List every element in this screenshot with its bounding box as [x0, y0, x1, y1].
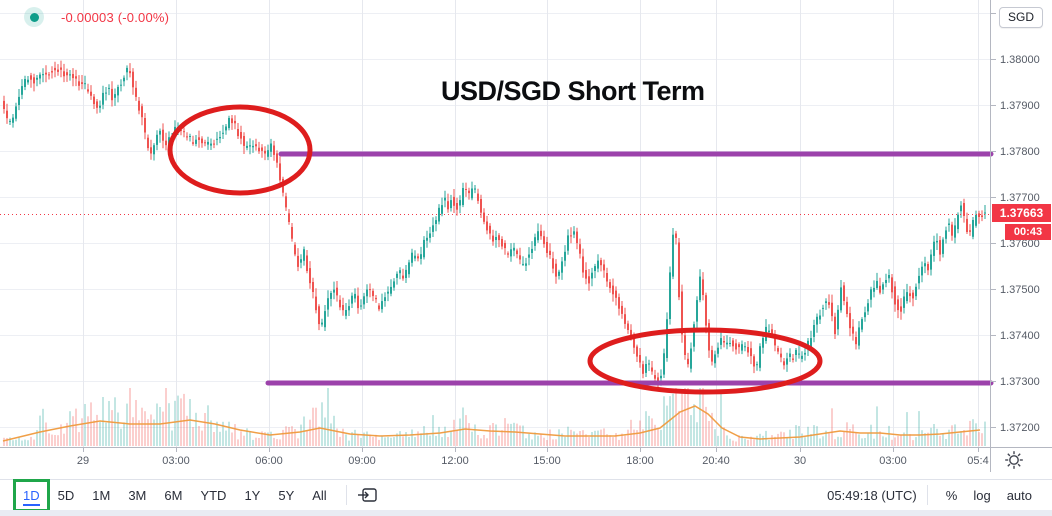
range-button-1d[interactable]: 1D	[13, 478, 50, 512]
time-axis-label: 18:00	[626, 455, 654, 467]
clock-timezone-button[interactable]: 05:49:18 (UTC)	[827, 487, 917, 503]
time-axis-label: 20:40	[702, 455, 730, 467]
date-range-group: 1D 5D 1M 3M 6M YTD 1Y 5Y All	[13, 478, 336, 512]
price-axis-label: 1.37500	[1000, 284, 1040, 296]
time-axis-label: 09:00	[348, 455, 376, 467]
price-axis-label: 1.37200	[1000, 422, 1040, 434]
price-chart[interactable]: 1.381001.380001.379001.378001.377001.376…	[0, 0, 1052, 480]
range-button-1m[interactable]: 1M	[92, 487, 111, 503]
window-edge	[0, 510, 1052, 516]
range-button-all[interactable]: All	[312, 487, 327, 503]
toolbar-divider	[345, 485, 347, 505]
time-axis-label: 03:00	[162, 455, 190, 467]
gear-icon[interactable]	[1003, 449, 1025, 471]
price-axis-label: 1.37600	[1000, 238, 1040, 250]
calendar-arrow-icon	[357, 488, 377, 502]
time-axis-label: 30	[794, 455, 806, 467]
time-axis-label: 15:00	[533, 455, 561, 467]
toolbar-divider	[926, 485, 928, 505]
bar-countdown-badge: 00:43	[1005, 224, 1051, 240]
price-axis-label: 1.37900	[1000, 100, 1040, 112]
range-button-5d[interactable]: 5D	[57, 487, 75, 503]
price-axis-label: 1.37300	[1000, 376, 1040, 388]
series-legend: -0.00003 (-0.00%)	[24, 6, 169, 28]
range-button-3m[interactable]: 3M	[128, 487, 147, 503]
toolbar-right-group: 05:49:18 (UTC) % log auto	[827, 485, 1040, 506]
range-button-5y[interactable]: 5Y	[278, 487, 295, 503]
price-axis-label: 1.38000	[1000, 54, 1040, 66]
time-axis-label: 05:4	[967, 455, 988, 467]
time-axis-label: 06:00	[255, 455, 283, 467]
time-axis-label: 29	[77, 455, 89, 467]
time-axis-label: 03:00	[879, 455, 907, 467]
percent-scale-button[interactable]: %	[945, 487, 958, 503]
log-scale-button[interactable]: log	[973, 487, 991, 503]
time-axis-label: 12:00	[441, 455, 469, 467]
go-to-date-button[interactable]	[357, 485, 379, 505]
price-axis-label: 1.37800	[1000, 146, 1040, 158]
range-button-ytd[interactable]: YTD	[200, 487, 227, 503]
bottom-toolbar: 1D 5D 1M 3M 6M YTD 1Y 5Y All 05:49:18 (UTC) % lo…	[0, 478, 1052, 512]
range-button-1y[interactable]: 1Y	[244, 487, 261, 503]
range-button-6m[interactable]: 6M	[164, 487, 183, 503]
price-change-text: -0.00003 (-0.00%)	[61, 9, 170, 25]
teal-dot-icon	[24, 7, 44, 27]
currency-unit-button[interactable]: SGD	[999, 7, 1044, 28]
last-price-badge: 1.37663	[992, 204, 1051, 222]
auto-scale-button[interactable]: auto	[1006, 487, 1032, 503]
price-axis-label: 1.37400	[1000, 330, 1040, 342]
chart-title-annotation: USD/SGD Short Term	[441, 76, 705, 106]
price-axis-label: 1.37700	[1000, 192, 1040, 204]
